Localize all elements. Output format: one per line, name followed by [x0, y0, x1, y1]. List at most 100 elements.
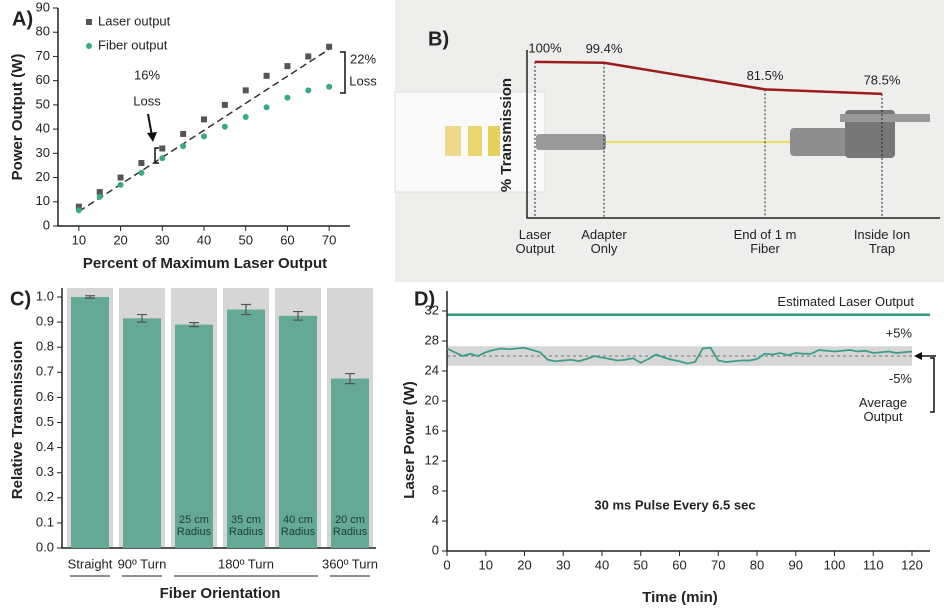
x-axis-label: Percent of Maximum Laser Output	[83, 255, 327, 272]
x-tick-label: 110	[863, 557, 884, 572]
x-tick-label: Adapter Only	[581, 228, 627, 257]
x-tick-label-box: Laser Output	[515, 228, 555, 257]
bracket	[340, 51, 346, 94]
point	[284, 63, 291, 70]
photo-trap	[790, 128, 860, 156]
y-tick-label: 28	[425, 332, 439, 347]
point	[242, 87, 249, 94]
point	[305, 87, 312, 94]
y-tick-label: 12	[425, 452, 439, 467]
x-tick-label: 120	[901, 557, 923, 572]
x-tick-label-box: End of 1 m Fiber	[734, 228, 797, 256]
annotation: 16%	[134, 67, 160, 82]
arrow-head	[147, 132, 157, 142]
point	[201, 133, 207, 140]
x-tick-label: 80	[750, 557, 764, 572]
panel-label: A)	[12, 8, 33, 30]
point	[180, 143, 187, 150]
annotation: 30 ms Pulse Every 6.5 sec	[594, 497, 755, 512]
legend-marker	[86, 43, 92, 49]
x-tick-label: 20	[113, 232, 127, 247]
y-tick-label: 0.1	[36, 514, 54, 529]
photo-block	[468, 126, 482, 156]
y-tick-label: 30	[36, 145, 50, 160]
bar-label-box: 20 cm Radius	[332, 514, 368, 539]
y-tick-label: 0.4	[36, 439, 54, 454]
bar	[175, 324, 213, 548]
x-tick-label-box: Adapter Only	[581, 228, 627, 257]
y-tick-label: 1.0	[36, 288, 54, 303]
point	[117, 174, 124, 181]
y-tick-label: 24	[425, 362, 439, 377]
reference-label: Estimated Laser Output	[777, 294, 914, 309]
panel-label: B)	[428, 28, 449, 50]
point	[221, 123, 228, 130]
bar	[279, 315, 317, 548]
bar-label-box: 35 cm Radius	[228, 514, 264, 539]
bar-label-box: 40 cm Radius	[281, 514, 315, 538]
legend-marker	[86, 19, 92, 25]
y-axis-label: Laser Power (W)	[401, 381, 418, 499]
bar	[227, 309, 265, 548]
y-tick-label: 40	[36, 121, 50, 136]
x-tick-label-box: Inside Ion Trap	[854, 228, 910, 256]
point	[326, 43, 333, 50]
y-axis-label: % Transmission	[498, 78, 515, 192]
point	[201, 116, 207, 123]
y-tick-label: 0.2	[36, 489, 54, 504]
legend-label: Laser output	[98, 13, 171, 28]
x-tick-label: Laser Output	[515, 228, 555, 257]
y-tick-label: 32	[425, 302, 439, 317]
point	[117, 181, 124, 188]
value-label: 78.5%	[864, 72, 901, 87]
value-label: 100%	[528, 40, 562, 55]
trend-line	[78, 48, 330, 213]
y-tick-label: 0.8	[36, 339, 54, 354]
x-tick-label: 60	[672, 557, 686, 572]
error-bar	[241, 303, 251, 316]
x-tick-label: 100	[824, 557, 846, 572]
point	[75, 207, 82, 214]
arrow	[147, 113, 153, 137]
x-tick-label: 70	[711, 557, 725, 572]
x-tick-label: 50	[238, 232, 252, 247]
y-tick-label: 0	[432, 542, 439, 557]
point	[96, 189, 103, 196]
series-line	[446, 346, 913, 365]
bar	[331, 378, 369, 548]
x-tick-label: 60	[280, 232, 294, 247]
bar-label: 35 cm Radius	[228, 514, 264, 539]
bar-label-box: 25 cm Radius	[177, 514, 211, 538]
x-axis-label: Time (min)	[642, 589, 718, 606]
y-tick-label: 0.3	[36, 464, 54, 479]
x-tick-label: Straight	[68, 556, 113, 571]
photo-block	[445, 126, 461, 156]
panel-label: C)	[10, 288, 31, 310]
point	[96, 193, 103, 200]
y-tick-label: 4	[432, 512, 439, 527]
y-tick-label: 80	[36, 24, 50, 39]
y-tick-label: 90	[36, 0, 50, 14]
y-tick-label: 70	[36, 48, 50, 63]
point	[138, 169, 145, 176]
error-bar	[293, 310, 303, 321]
y-tick-label: 0.5	[36, 414, 54, 429]
y-tick-label: 16	[425, 422, 439, 437]
point	[326, 83, 333, 90]
bar-label: 20 cm Radius	[332, 514, 368, 539]
x-tick-label: 90º Turn	[118, 556, 167, 571]
x-tick-label: 50	[634, 557, 648, 572]
legend-label: Fiber output	[98, 37, 168, 52]
point	[180, 130, 187, 137]
photo-adapter	[536, 134, 606, 150]
y-tick-label: 20	[425, 392, 439, 407]
x-tick-label: 10	[72, 232, 86, 247]
bar	[71, 297, 109, 548]
bar	[123, 318, 161, 548]
band-label: -5%	[889, 371, 913, 386]
y-axis-label: Relative Transmission	[9, 341, 26, 499]
point	[159, 145, 166, 152]
y-tick-label: 50	[36, 96, 50, 111]
